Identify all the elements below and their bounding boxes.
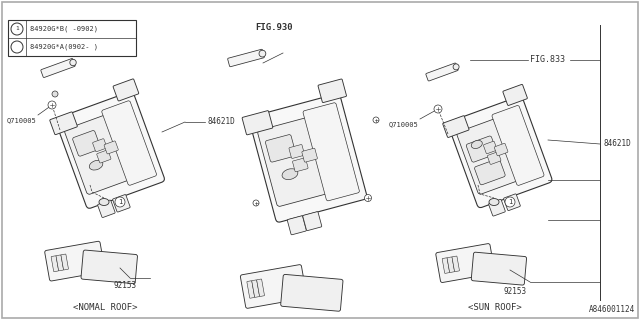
FancyBboxPatch shape bbox=[41, 59, 75, 77]
FancyBboxPatch shape bbox=[474, 159, 505, 185]
Ellipse shape bbox=[99, 198, 109, 205]
Circle shape bbox=[11, 41, 23, 53]
FancyBboxPatch shape bbox=[483, 141, 497, 154]
Circle shape bbox=[11, 23, 23, 35]
FancyBboxPatch shape bbox=[81, 250, 138, 284]
Circle shape bbox=[52, 91, 58, 97]
Circle shape bbox=[453, 64, 459, 70]
Ellipse shape bbox=[471, 140, 483, 148]
Text: A846001124: A846001124 bbox=[589, 305, 635, 314]
FancyBboxPatch shape bbox=[281, 275, 343, 311]
FancyBboxPatch shape bbox=[292, 158, 308, 172]
FancyBboxPatch shape bbox=[50, 112, 77, 135]
FancyBboxPatch shape bbox=[72, 131, 100, 156]
FancyBboxPatch shape bbox=[242, 111, 273, 135]
FancyBboxPatch shape bbox=[303, 212, 322, 231]
Text: 1: 1 bbox=[15, 27, 19, 31]
Circle shape bbox=[259, 50, 266, 57]
FancyBboxPatch shape bbox=[241, 265, 307, 308]
FancyBboxPatch shape bbox=[436, 244, 495, 283]
FancyBboxPatch shape bbox=[252, 280, 260, 297]
FancyBboxPatch shape bbox=[56, 255, 63, 271]
FancyBboxPatch shape bbox=[447, 257, 454, 273]
FancyBboxPatch shape bbox=[303, 103, 360, 201]
FancyBboxPatch shape bbox=[471, 252, 527, 285]
FancyBboxPatch shape bbox=[97, 150, 111, 163]
Text: Q710005: Q710005 bbox=[6, 117, 36, 123]
FancyBboxPatch shape bbox=[318, 79, 346, 102]
Text: FIG.930: FIG.930 bbox=[255, 22, 292, 31]
FancyBboxPatch shape bbox=[93, 139, 107, 152]
Circle shape bbox=[253, 200, 259, 206]
FancyBboxPatch shape bbox=[258, 117, 331, 206]
FancyBboxPatch shape bbox=[289, 145, 305, 158]
FancyBboxPatch shape bbox=[467, 136, 497, 162]
Circle shape bbox=[505, 197, 515, 207]
FancyBboxPatch shape bbox=[488, 152, 501, 164]
Ellipse shape bbox=[489, 198, 499, 205]
FancyBboxPatch shape bbox=[104, 141, 118, 154]
Circle shape bbox=[365, 195, 371, 202]
Text: <NOMAL ROOF>: <NOMAL ROOF> bbox=[73, 303, 137, 313]
Text: 1: 1 bbox=[118, 199, 122, 205]
FancyBboxPatch shape bbox=[247, 281, 255, 298]
FancyBboxPatch shape bbox=[504, 194, 520, 211]
FancyBboxPatch shape bbox=[442, 258, 449, 273]
FancyBboxPatch shape bbox=[302, 148, 317, 162]
FancyBboxPatch shape bbox=[503, 84, 527, 106]
FancyBboxPatch shape bbox=[249, 94, 367, 222]
FancyBboxPatch shape bbox=[51, 256, 59, 272]
Text: 84621D: 84621D bbox=[207, 117, 235, 126]
FancyBboxPatch shape bbox=[56, 92, 164, 208]
FancyBboxPatch shape bbox=[488, 199, 505, 216]
Text: 84920G*A(0902- ): 84920G*A(0902- ) bbox=[30, 44, 98, 50]
FancyBboxPatch shape bbox=[61, 254, 68, 270]
FancyBboxPatch shape bbox=[45, 241, 105, 281]
Text: FIG.833: FIG.833 bbox=[530, 55, 565, 65]
Text: Q710005: Q710005 bbox=[388, 121, 418, 127]
Ellipse shape bbox=[282, 169, 298, 180]
FancyBboxPatch shape bbox=[98, 200, 115, 218]
Text: 84621D: 84621D bbox=[603, 140, 631, 148]
FancyBboxPatch shape bbox=[65, 114, 133, 194]
Text: 92153: 92153 bbox=[504, 287, 527, 297]
Ellipse shape bbox=[90, 160, 103, 170]
FancyBboxPatch shape bbox=[287, 216, 307, 235]
FancyBboxPatch shape bbox=[257, 279, 264, 296]
FancyBboxPatch shape bbox=[113, 79, 139, 101]
FancyBboxPatch shape bbox=[102, 101, 157, 185]
FancyBboxPatch shape bbox=[426, 63, 458, 81]
FancyBboxPatch shape bbox=[492, 106, 544, 185]
Text: 1: 1 bbox=[508, 199, 512, 205]
FancyBboxPatch shape bbox=[228, 49, 264, 67]
Circle shape bbox=[48, 101, 56, 109]
FancyBboxPatch shape bbox=[113, 195, 130, 212]
FancyBboxPatch shape bbox=[266, 135, 296, 162]
FancyBboxPatch shape bbox=[443, 116, 469, 138]
Circle shape bbox=[434, 105, 442, 113]
Circle shape bbox=[373, 117, 379, 123]
FancyBboxPatch shape bbox=[8, 20, 136, 56]
Text: 84920G*B( -0902): 84920G*B( -0902) bbox=[30, 26, 98, 32]
Circle shape bbox=[115, 197, 125, 207]
FancyBboxPatch shape bbox=[452, 256, 460, 272]
FancyBboxPatch shape bbox=[494, 143, 508, 156]
Text: 92153: 92153 bbox=[113, 282, 136, 291]
Circle shape bbox=[70, 59, 76, 66]
Text: <SUN ROOF>: <SUN ROOF> bbox=[468, 303, 522, 313]
FancyBboxPatch shape bbox=[448, 96, 552, 208]
FancyBboxPatch shape bbox=[457, 117, 522, 194]
